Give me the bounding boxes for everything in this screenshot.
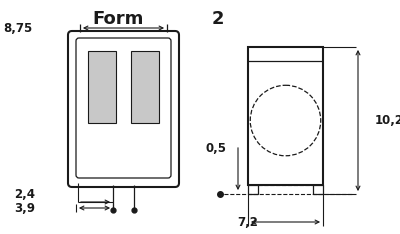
FancyBboxPatch shape [68, 31, 179, 187]
Text: 8,75: 8,75 [3, 22, 32, 34]
Bar [313, 185, 323, 194]
Text: 0,5: 0,5 [205, 142, 226, 154]
Bar [248, 47, 323, 185]
Bar [248, 185, 258, 194]
Text: Form: Form [92, 10, 144, 28]
Text: 2: 2 [212, 10, 224, 28]
Bar [131, 51, 159, 123]
Bar [88, 51, 116, 123]
FancyBboxPatch shape [76, 38, 171, 178]
Text: 3,9: 3,9 [14, 201, 35, 215]
Text: 10,2: 10,2 [375, 114, 400, 127]
Text: 2,4: 2,4 [14, 187, 35, 201]
Text: 7,2: 7,2 [237, 216, 258, 228]
